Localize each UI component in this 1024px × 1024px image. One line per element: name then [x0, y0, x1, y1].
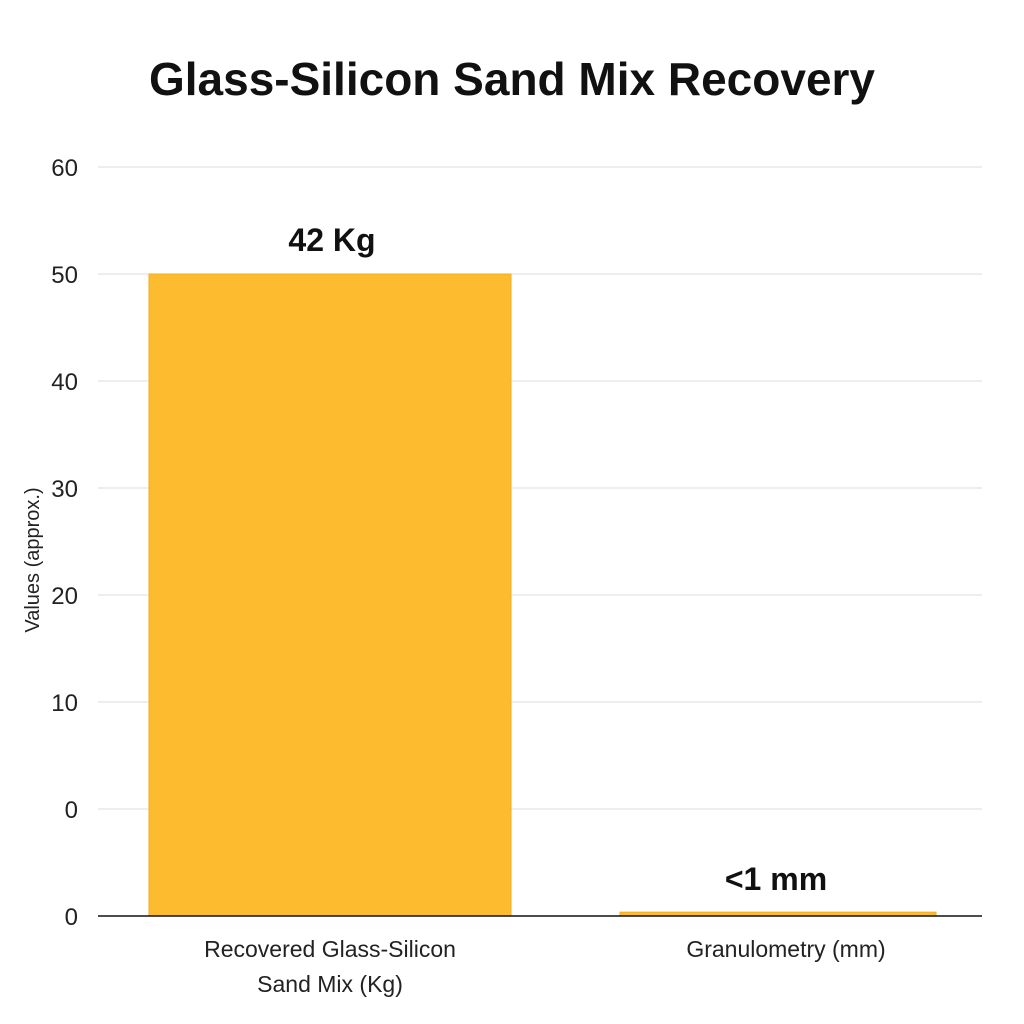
- y-tick-label: 40: [51, 369, 78, 396]
- data-label-1: <1 mm: [725, 861, 827, 897]
- y-tick-label: 0: [65, 797, 78, 824]
- bar-0[interactable]: [148, 273, 512, 917]
- x-tick-label-0: Recovered Glass-Silicon: [204, 936, 456, 962]
- labels: 0 0 10 20 30 40 50 60 42 Kg Recovered Glass-Silic…: [22, 155, 886, 997]
- y-tick-label: 30: [51, 476, 78, 503]
- bars: [148, 273, 937, 917]
- x-tick-label-1: Granulometry (mm): [686, 936, 885, 962]
- y-tick-label: 50: [51, 262, 78, 289]
- y-tick-label: 10: [51, 690, 78, 717]
- y-tick-label: 20: [51, 583, 78, 610]
- y-tick-label: 60: [51, 155, 78, 182]
- y-tick-label: 0: [65, 904, 78, 931]
- data-label-0: 42 Kg: [288, 222, 375, 258]
- x-tick-label-0: Sand Mix (Kg): [257, 971, 403, 997]
- chart-title: Glass-Silicon Sand Mix Recovery: [148, 53, 876, 105]
- y-axis-title: Values (approx.): [22, 487, 44, 632]
